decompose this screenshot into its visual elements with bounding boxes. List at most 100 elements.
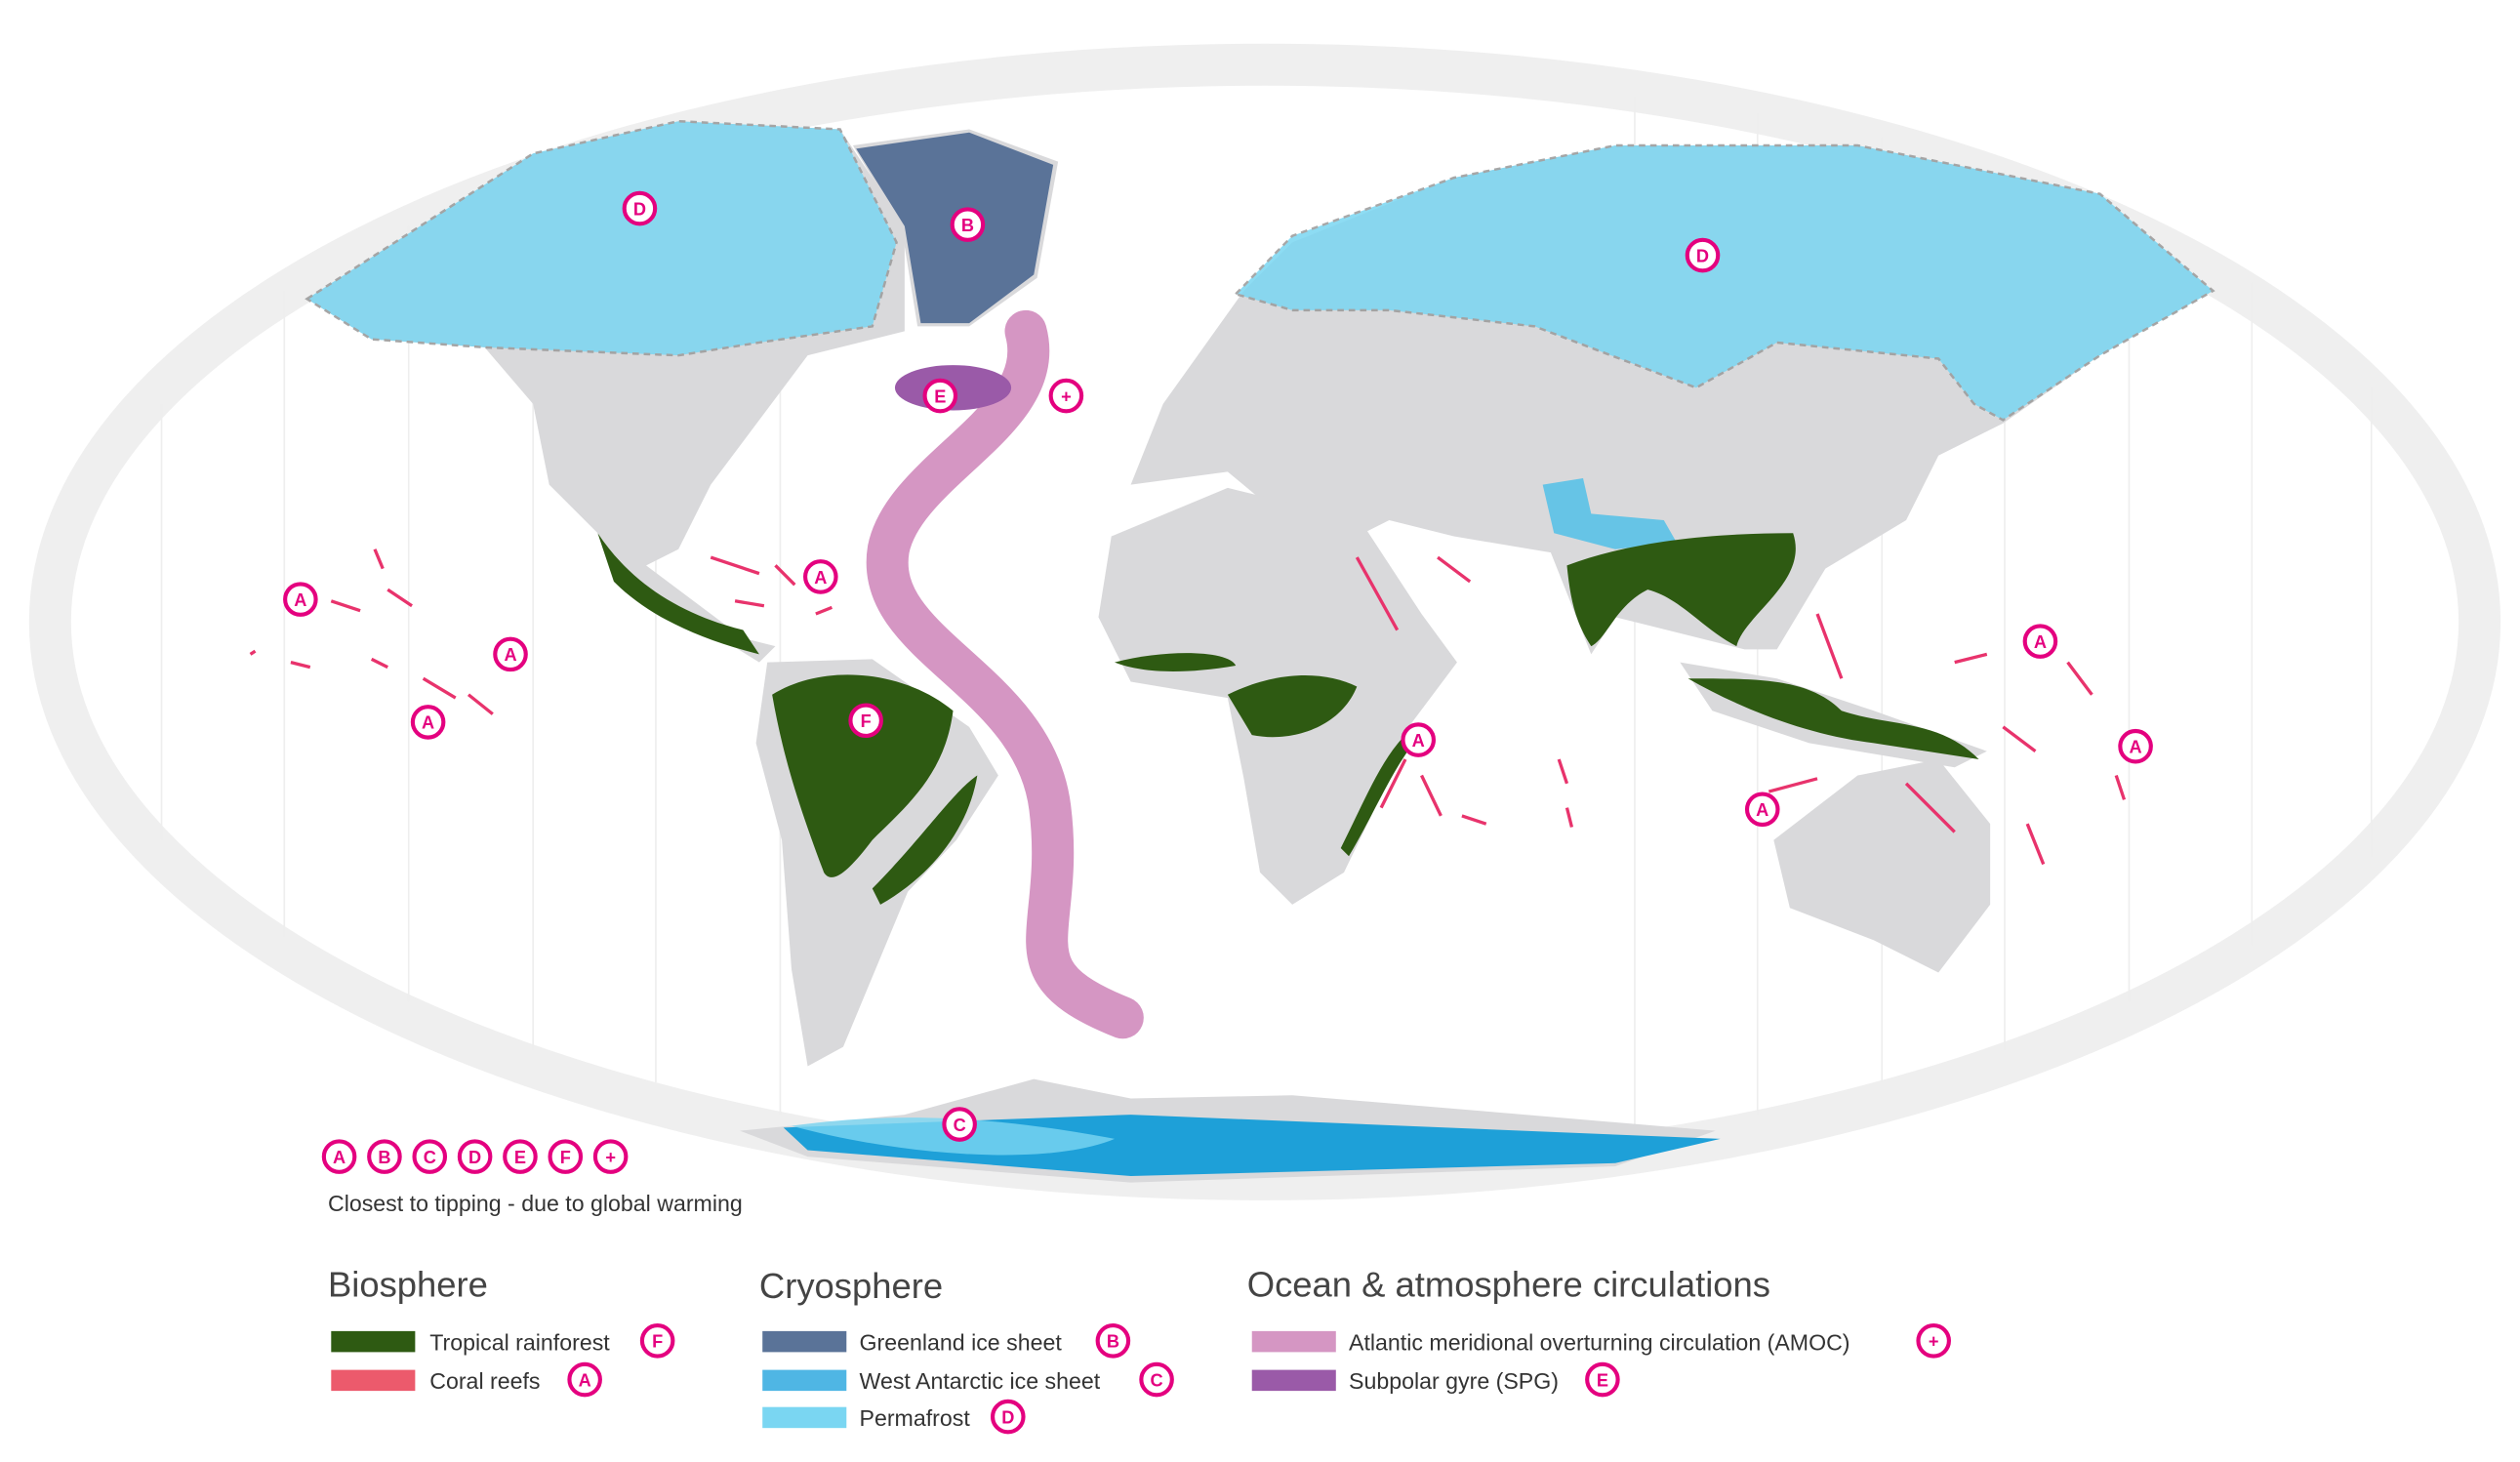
marker-circle xyxy=(1685,237,1721,273)
marker: A xyxy=(803,559,838,594)
marker-letter: B xyxy=(378,1148,390,1167)
marker-letter: A xyxy=(814,568,827,588)
marker: E xyxy=(922,378,958,414)
marker: A xyxy=(493,636,528,672)
marker-circle xyxy=(803,559,838,594)
marker-letter: D xyxy=(1696,246,1709,265)
marker-circle xyxy=(283,582,318,617)
marker: A xyxy=(283,582,318,617)
marker: A xyxy=(567,1361,602,1398)
marker: D xyxy=(457,1139,493,1174)
marker-circle xyxy=(410,705,446,740)
marker: + xyxy=(1916,1323,1951,1359)
marker-letter: A xyxy=(579,1370,591,1390)
marker: C xyxy=(1139,1361,1174,1398)
marker-letter: B xyxy=(961,216,974,235)
legend-item: Permafrost xyxy=(860,1405,971,1431)
key-caption: Closest to tipping - due to global warmi… xyxy=(328,1191,743,1216)
marker-circle xyxy=(2022,624,2058,659)
marker-circle xyxy=(848,703,883,739)
marker-circle xyxy=(1744,792,1780,828)
legend-item: Subpolar gyre (SPG) xyxy=(1349,1368,1559,1394)
legend-swatch xyxy=(762,1406,847,1429)
marker-circle xyxy=(2118,728,2153,764)
marker-letter: A xyxy=(504,645,516,665)
legend-swatch xyxy=(762,1330,847,1353)
legend-swatch xyxy=(331,1369,416,1392)
marker-letter: A xyxy=(422,713,434,733)
marker: A xyxy=(2118,728,2153,764)
marker: B xyxy=(1095,1323,1131,1359)
marker: C xyxy=(942,1107,977,1142)
marker-letter: D xyxy=(633,199,646,219)
marker-circle xyxy=(412,1139,448,1174)
marker-letter: E xyxy=(1597,1370,1608,1390)
legend-item: Tropical rainforest xyxy=(429,1329,610,1355)
legend-swatch xyxy=(1251,1369,1336,1392)
marker-circle xyxy=(1139,1361,1174,1398)
marker-circle xyxy=(950,207,986,242)
marker: F xyxy=(848,703,883,739)
marker: + xyxy=(592,1139,629,1174)
marker-circle xyxy=(592,1139,629,1174)
legend-group-title: Ocean & atmosphere circulations xyxy=(1247,1264,1770,1304)
marker-circle xyxy=(942,1107,977,1142)
marker-letter: C xyxy=(1151,1370,1163,1390)
marker: A xyxy=(1744,792,1780,828)
marker: D xyxy=(991,1399,1026,1435)
marker-letter: A xyxy=(2034,632,2047,652)
marker-circle xyxy=(503,1139,538,1174)
marker-circle xyxy=(548,1139,584,1174)
key: A B C D E F + xyxy=(321,1139,629,1174)
marker-circle xyxy=(367,1139,402,1174)
marker-letter: C xyxy=(424,1148,436,1167)
legend-item: Atlantic meridional overturning circulat… xyxy=(1349,1329,1849,1355)
legend-item: West Antarctic ice sheet xyxy=(860,1368,1101,1394)
legend-group-title: Biosphere xyxy=(328,1264,488,1304)
marker-letter: A xyxy=(1412,731,1425,751)
marker: B xyxy=(367,1139,402,1174)
marker-letter: + xyxy=(1061,386,1072,406)
marker: + xyxy=(1048,378,1084,414)
marker-circle xyxy=(321,1139,357,1174)
marker-circle xyxy=(991,1399,1026,1435)
marker-circle xyxy=(639,1323,675,1359)
marker: C xyxy=(412,1139,448,1174)
marker-letter: E xyxy=(514,1148,526,1167)
marker-letter: F xyxy=(560,1148,571,1167)
marker-circle xyxy=(1401,722,1436,757)
marker: A xyxy=(410,705,446,740)
marker-circle xyxy=(567,1361,602,1398)
legend-item: Coral reefs xyxy=(429,1368,540,1394)
legend-swatch xyxy=(1251,1330,1336,1353)
marker-letter: A xyxy=(1756,800,1768,820)
marker-letter: E xyxy=(934,386,946,406)
marker-letter: D xyxy=(468,1148,481,1167)
legend-group-title: Cryosphere xyxy=(759,1266,943,1306)
marker-letter: F xyxy=(652,1332,663,1352)
marker-letter: A xyxy=(2130,738,2142,757)
marker-letter: D xyxy=(1001,1407,1014,1427)
marker: B xyxy=(950,207,986,242)
legend-item: Greenland ice sheet xyxy=(860,1329,1063,1355)
marker: A xyxy=(2022,624,2058,659)
map-markers: D B D E + A A A A F A A A A C xyxy=(283,190,2153,1142)
marker: E xyxy=(503,1139,538,1174)
marker-letter: A xyxy=(333,1148,345,1167)
legend: Biosphere Cryosphere Ocean & atmosphere … xyxy=(328,1264,1951,1435)
marker-circle xyxy=(1916,1323,1951,1359)
legend-swatch xyxy=(331,1330,416,1353)
marker: E xyxy=(1585,1361,1620,1398)
marker: A xyxy=(1401,722,1436,757)
marker: A xyxy=(321,1139,357,1174)
marker: F xyxy=(548,1139,584,1174)
marker-circle xyxy=(922,378,958,414)
marker-letter: A xyxy=(294,590,306,610)
marker: D xyxy=(622,190,658,226)
marker: D xyxy=(1685,237,1721,273)
marker-letter: F xyxy=(861,711,872,731)
marker-circle xyxy=(1048,378,1084,414)
marker-circle xyxy=(1585,1361,1620,1398)
